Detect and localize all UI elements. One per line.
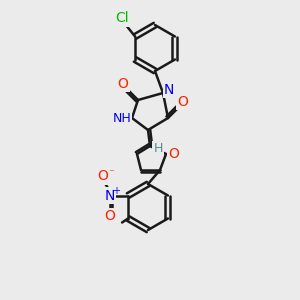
Text: N: N [164, 83, 174, 97]
Text: O: O [178, 95, 188, 109]
Text: ⁻: ⁻ [108, 169, 114, 178]
Text: O: O [105, 209, 116, 224]
Text: Cl: Cl [115, 11, 129, 26]
Text: O: O [118, 77, 128, 91]
Text: +: + [112, 185, 120, 196]
Text: N: N [105, 188, 115, 203]
Text: H: H [153, 142, 163, 154]
Text: O: O [98, 169, 109, 184]
Text: O: O [169, 147, 179, 161]
Text: NH: NH [112, 112, 131, 124]
